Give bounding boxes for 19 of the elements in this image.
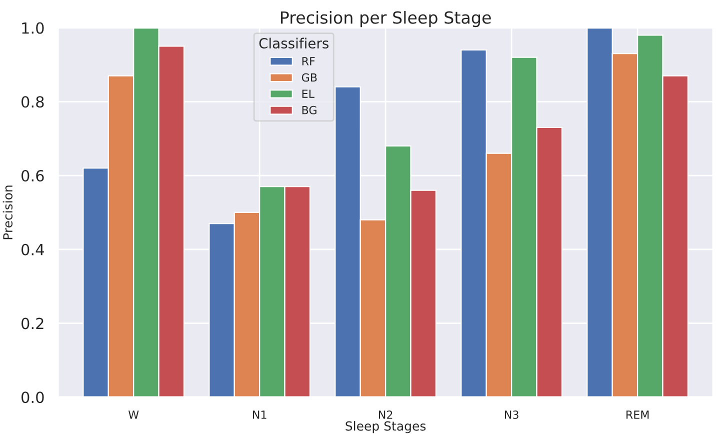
x-tick-label: N2 [378, 410, 392, 419]
legend-label: EL [302, 90, 314, 98]
x-axis-title: Sleep Stages [346, 421, 426, 434]
y-tick-label: 0.4 [22, 244, 44, 256]
x-tick-label: N1 [252, 410, 266, 419]
x-tick-label: W [128, 410, 139, 419]
legend-label: BG [302, 106, 316, 114]
y-tick-label: 0.0 [22, 392, 44, 404]
x-tick-label: REM [626, 410, 649, 419]
legend-title: Classifiers [259, 38, 328, 49]
y-tick-label: 0.8 [22, 96, 44, 108]
y-tick-label: 0.2 [22, 318, 44, 330]
legend-label: RF [302, 57, 315, 66]
y-tick-label: 1.0 [22, 22, 44, 34]
y-tick-label: 0.6 [22, 170, 44, 182]
chart-title: Precision per Sleep Stage [281, 10, 491, 28]
legend-label: GB [302, 73, 317, 82]
y-axis-title: Precision [2, 186, 13, 240]
x-tick-label: N3 [504, 410, 518, 419]
